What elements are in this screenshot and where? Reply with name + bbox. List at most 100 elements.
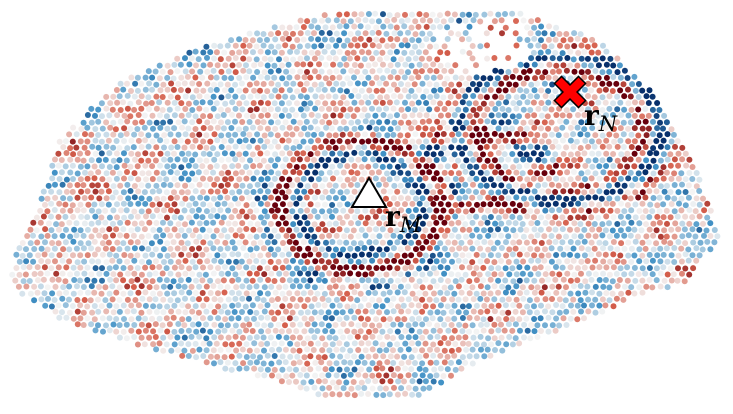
- dot: [74, 156, 81, 163]
- dot: [157, 213, 164, 220]
- dot: [98, 138, 105, 145]
- dot: [386, 316, 393, 322]
- dot: [250, 353, 257, 360]
- dot: [643, 221, 649, 228]
- dot: [394, 125, 401, 132]
- dot: [643, 93, 650, 100]
- dot: [398, 81, 404, 87]
- dot: [110, 232, 116, 239]
- dot: [203, 233, 210, 240]
- dot: [322, 201, 328, 208]
- dot: [584, 131, 591, 138]
- dot: [646, 188, 653, 195]
- dot: [347, 359, 354, 366]
- dot: [135, 176, 142, 183]
- dot: [261, 194, 268, 201]
- dot: [509, 327, 516, 334]
- dot: [354, 182, 361, 188]
- dot: [92, 265, 99, 272]
- dot: [247, 93, 254, 100]
- dot: [106, 226, 113, 233]
- dot: [537, 226, 544, 233]
- dot: [329, 302, 336, 309]
- dot: [240, 67, 247, 74]
- dot: [382, 208, 389, 215]
- dot: [220, 125, 227, 132]
- dot: [419, 284, 426, 291]
- dot: [315, 137, 322, 144]
- dot: [225, 258, 232, 265]
- dot: [102, 245, 109, 252]
- dot: [379, 239, 386, 246]
- dot: [210, 270, 217, 277]
- dot: [408, 163, 415, 170]
- dot: [271, 227, 278, 234]
- dot: [491, 143, 498, 150]
- dot: [398, 157, 405, 164]
- dot: [408, 151, 415, 157]
- dot: [473, 62, 479, 69]
- dot: [517, 61, 524, 68]
- dot: [397, 132, 404, 139]
- dot: [487, 252, 494, 259]
- dot: [116, 170, 123, 177]
- dot: [459, 264, 465, 271]
- dot: [344, 252, 351, 259]
- dot: [552, 327, 559, 334]
- dot: [321, 290, 328, 297]
- dot: [160, 232, 167, 239]
- dot: [326, 169, 333, 176]
- dot: [484, 42, 490, 49]
- dot: [668, 201, 675, 207]
- dot: [672, 220, 679, 227]
- dot: [163, 113, 170, 120]
- dot: [422, 303, 429, 310]
- dot: [462, 359, 469, 366]
- dot: [290, 118, 297, 125]
- dot: [207, 353, 214, 360]
- dot: [584, 283, 591, 290]
- dot: [423, 74, 430, 81]
- dot: [128, 88, 134, 94]
- dot: [56, 176, 63, 182]
- dot: [174, 105, 181, 112]
- dot: [311, 144, 318, 151]
- dot: [283, 258, 290, 264]
- dot: [34, 289, 41, 296]
- dot: [603, 189, 610, 196]
- dot: [282, 295, 289, 302]
- dot: [531, 35, 538, 42]
- dot: [574, 162, 581, 169]
- dot: [376, 156, 383, 163]
- dot: [164, 62, 171, 69]
- dot: [459, 354, 466, 361]
- dot: [181, 118, 188, 125]
- dot: [200, 239, 207, 246]
- dot: [258, 314, 265, 321]
- dot: [419, 195, 426, 202]
- dot: [307, 251, 314, 258]
- dot: [319, 233, 326, 240]
- dot: [380, 188, 387, 195]
- dot: [369, 308, 376, 315]
- dot: [48, 200, 55, 207]
- dot: [351, 125, 358, 132]
- dot: [616, 277, 623, 283]
- dot: [261, 106, 268, 113]
- dot: [286, 74, 293, 81]
- dot: [203, 106, 210, 113]
- dot: [473, 163, 480, 170]
- dot: [441, 67, 448, 74]
- dot: [409, 100, 416, 107]
- dot: [95, 106, 102, 113]
- dot: [474, 315, 481, 322]
- dot: [402, 138, 409, 145]
- dot: [142, 74, 149, 81]
- dot: [571, 283, 577, 290]
- dot: [131, 131, 138, 138]
- dot: [537, 176, 544, 182]
- dot: [660, 201, 667, 208]
- dot: [336, 214, 343, 221]
- dot: [351, 149, 358, 156]
- dot: [458, 201, 465, 208]
